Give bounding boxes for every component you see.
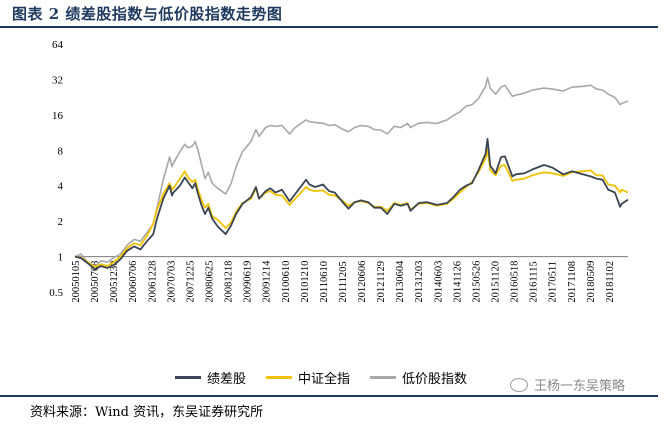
x-tick-label: 20101210 bbox=[300, 261, 311, 303]
x-tick-label: 20121129 bbox=[376, 261, 387, 303]
legend-item-3: 低价股指数 bbox=[370, 368, 467, 387]
legend-swatch-1 bbox=[175, 375, 201, 379]
y-tick-label: 16 bbox=[52, 110, 64, 122]
x-tick-label: 20110610 bbox=[319, 261, 330, 303]
x-tick-label: 20130604 bbox=[395, 260, 406, 303]
x-tick-label: 20181102 bbox=[605, 261, 616, 303]
legend-swatch-3 bbox=[370, 375, 397, 379]
x-tick-label: 20051230 bbox=[109, 261, 120, 303]
wechat-icon bbox=[510, 377, 528, 392]
x-tick-label: 20171108 bbox=[567, 261, 578, 303]
chart-title: 图表 2 绩差股指数与低价股指数走势图 bbox=[12, 5, 283, 23]
y-tick-label: 64 bbox=[52, 39, 64, 51]
x-tick-label: 20060706 bbox=[128, 261, 139, 303]
x-tick-label: 20180509 bbox=[586, 261, 597, 303]
legend-label-2: 中证全指 bbox=[298, 371, 351, 387]
y-tick-label: 32 bbox=[52, 74, 63, 86]
watermark-text: 王杨一东吴策略 bbox=[534, 379, 626, 394]
y-tick-label: 0.5 bbox=[49, 287, 63, 299]
axes: 0.5 1 2 4 8 16 32 64 20050105 20050708 20051230 200… bbox=[49, 39, 628, 303]
legend-label-3: 低价股指数 bbox=[402, 371, 468, 387]
legend-item-2: 中证全指 bbox=[266, 368, 350, 387]
legend: 绩差股 中证全指 低价股指数 bbox=[175, 368, 487, 387]
y-tick-label: 4 bbox=[58, 181, 64, 193]
title-bar: 图表 2 绩差股指数与低价股指数走势图 bbox=[0, 0, 658, 28]
x-tick-label: 20141126 bbox=[452, 261, 463, 303]
y-tick-label: 1 bbox=[58, 252, 64, 264]
series-layer bbox=[74, 77, 629, 271]
x-tick-label: 20111205 bbox=[338, 261, 349, 302]
y-tick-label: 8 bbox=[58, 145, 64, 157]
legend-swatch-2 bbox=[266, 375, 293, 379]
x-tick-label: 20090619 bbox=[243, 261, 254, 303]
x-tick-label: 20080625 bbox=[204, 261, 215, 303]
x-tick-label: 20071225 bbox=[185, 261, 196, 303]
x-tick-label: 20160518 bbox=[510, 261, 521, 303]
watermark: 王杨一东吴策略 bbox=[510, 375, 625, 394]
x-tick-label: 20050105 bbox=[71, 261, 82, 303]
source-note: 资料来源：Wind 资讯，东吴证券研究所 bbox=[30, 405, 264, 420]
x-tick-label: 20150526 bbox=[471, 261, 482, 303]
x-tick-label: 20140603 bbox=[433, 261, 444, 303]
x-tick-label: 20061228 bbox=[147, 261, 158, 303]
x-tick-label: 20161115 bbox=[529, 261, 540, 302]
x-tick-label: 20131203 bbox=[414, 261, 425, 303]
legend-item-1: 绩差股 bbox=[175, 368, 246, 387]
x-tick-label: 20151120 bbox=[491, 261, 502, 303]
x-tick-label: 20100610 bbox=[281, 261, 292, 303]
series-line-2 bbox=[74, 148, 629, 268]
bottom-rule bbox=[0, 395, 658, 397]
x-tick-label: 20120606 bbox=[357, 261, 368, 303]
x-tick-label: 20091214 bbox=[262, 260, 273, 303]
x-tick-label: 20170511 bbox=[548, 261, 559, 303]
series-line-1 bbox=[74, 137, 629, 271]
series-line-3 bbox=[74, 77, 629, 268]
x-tick-label: 20070703 bbox=[166, 261, 177, 303]
x-tick-label: 20050708 bbox=[90, 261, 101, 303]
y-tick-label: 2 bbox=[58, 216, 64, 228]
x-tick-label: 20081218 bbox=[224, 261, 235, 303]
legend-label-1: 绩差股 bbox=[207, 371, 247, 387]
